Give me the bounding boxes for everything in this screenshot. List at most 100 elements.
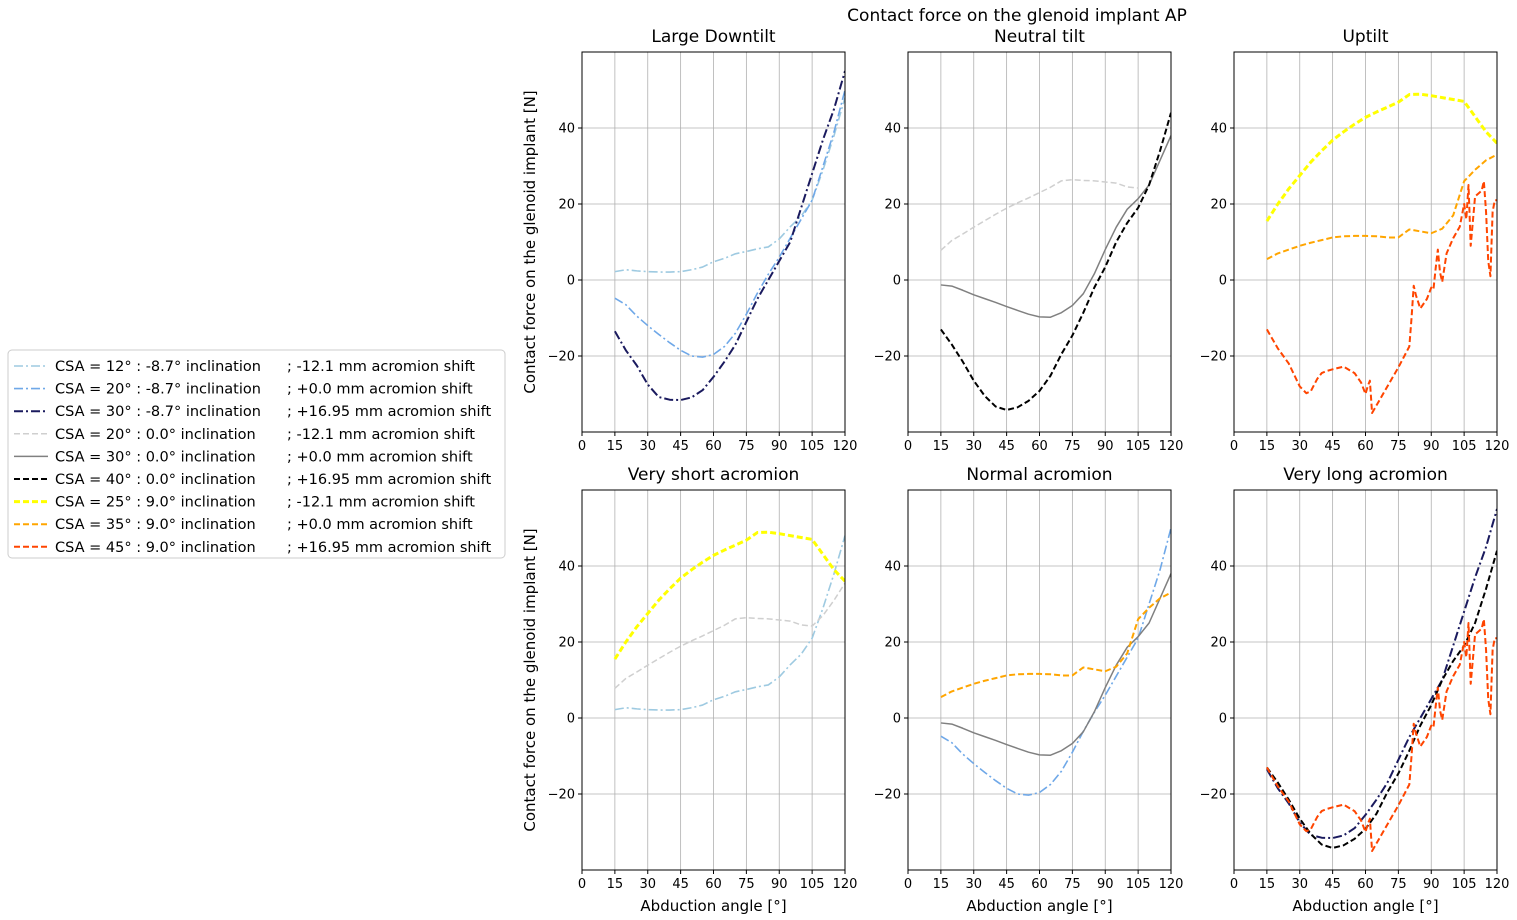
- x-tick-label: 30: [1291, 877, 1308, 892]
- y-tick-label: −20: [874, 788, 901, 803]
- x-tick-label: 75: [738, 877, 755, 892]
- series-line: [940, 178, 1139, 251]
- x-tick-label: 0: [904, 439, 912, 454]
- x-tick-label: 0: [578, 877, 586, 892]
- y-tick-label: 0: [893, 712, 901, 727]
- legend-frame: [7, 349, 506, 559]
- x-tick-label: 90: [1097, 877, 1114, 892]
- x-tick-label: 90: [771, 439, 788, 454]
- y-tick-label: 20: [558, 198, 575, 213]
- legend-csa-label: CSA = 30° : 0.0° inclination: [55, 449, 256, 465]
- series-line: [614, 97, 845, 273]
- legend-csa-label: CSA = 45° : 9.0° inclination: [55, 540, 256, 556]
- x-tick-label: 120: [833, 877, 858, 892]
- y-tick-label: 20: [558, 636, 575, 651]
- subplot-title: Very short acromion: [628, 465, 800, 485]
- x-tick-label: 15: [1259, 439, 1276, 454]
- y-tick-label: −20: [874, 350, 901, 365]
- subplot-title: Normal acromion: [966, 465, 1112, 485]
- subplot: Uptilt 0 15 30 45 60 75 90 105 120 −20 0 20 40: [1200, 27, 1510, 454]
- legend-entry: CSA = 12° : -8.7° inclination ; -12.1 mm …: [14, 359, 475, 375]
- subplot-title: Large Downtilt: [651, 27, 776, 47]
- x-tick-label: 75: [1064, 877, 1081, 892]
- x-axis-label: Abduction angle [°]: [966, 897, 1112, 915]
- subplot-title: Neutral tilt: [994, 27, 1085, 47]
- subplot: Very long acromion 0 15 30 45 60 75 90 105 120 −20…: [1200, 465, 1510, 915]
- x-tick-label: 0: [1230, 877, 1238, 892]
- x-tick-label: 30: [1291, 439, 1308, 454]
- x-tick-label: 30: [965, 439, 982, 454]
- series-line: [614, 535, 845, 711]
- y-tick-label: 0: [567, 274, 575, 289]
- y-tick-label: 0: [567, 712, 575, 727]
- x-tick-label: 120: [1485, 877, 1510, 892]
- x-tick-label: 60: [1357, 877, 1374, 892]
- series-line: [614, 89, 845, 358]
- subplot: Large Downtilt 0 15 30 45 60 75 90 105 120 −20 0 20 4…: [521, 27, 857, 454]
- legend-entry: CSA = 30° : 0.0° inclination ; +0.0 mm ac…: [14, 449, 473, 465]
- x-tick-label: 15: [933, 877, 950, 892]
- x-tick-label: 15: [607, 439, 624, 454]
- x-tick-label: 90: [1097, 439, 1114, 454]
- x-tick-label: 75: [738, 439, 755, 454]
- x-tick-label: 105: [1126, 439, 1151, 454]
- legend-shift-label: ; +16.95 mm acromion shift: [287, 404, 491, 420]
- x-tick-label: 60: [1031, 439, 1048, 454]
- series-line: [940, 112, 1171, 411]
- series-line: [1266, 618, 1497, 852]
- subplot-title: Uptilt: [1342, 27, 1388, 47]
- legend-csa-label: CSA = 25° : 9.0° inclination: [55, 495, 256, 511]
- legend-entry: CSA = 20° : -8.7° inclination ; +0.0 mm a…: [14, 382, 473, 398]
- series-line: [940, 591, 1171, 698]
- legend-csa-label: CSA = 30° : -8.7° inclination: [55, 404, 261, 420]
- y-tick-label: 40: [884, 122, 901, 137]
- legend-csa-label: CSA = 20° : -8.7° inclination: [55, 382, 261, 398]
- series-line: [1266, 180, 1497, 414]
- x-tick-label: 75: [1064, 439, 1081, 454]
- y-tick-label: 20: [884, 636, 901, 651]
- x-tick-label: 90: [1423, 877, 1440, 892]
- x-tick-label: 0: [1230, 439, 1238, 454]
- subplot: Very short acromion 0 15 30 45 60 75 90 105 120 −2…: [521, 465, 857, 915]
- y-tick-label: 0: [1219, 712, 1227, 727]
- x-tick-label: 15: [933, 439, 950, 454]
- legend-shift-label: ; -12.1 mm acromion shift: [287, 359, 475, 375]
- y-axis-label: Contact force on the glenoid implant [N]: [521, 528, 539, 831]
- legend-entry: CSA = 35° : 9.0° inclination ; +0.0 mm ac…: [14, 517, 473, 533]
- legend-csa-label: CSA = 35° : 9.0° inclination: [55, 517, 256, 533]
- series-line: [1266, 153, 1497, 260]
- y-tick-label: 40: [1210, 122, 1227, 137]
- legend-entry: CSA = 40° : 0.0° inclination ; +16.95 mm …: [14, 472, 491, 488]
- x-tick-label: 45: [672, 439, 689, 454]
- legend-csa-label: CSA = 12° : -8.7° inclination: [55, 359, 261, 375]
- y-tick-label: 40: [884, 560, 901, 575]
- x-tick-label: 120: [1159, 439, 1184, 454]
- series-line: [613, 530, 845, 660]
- x-tick-label: 90: [771, 877, 788, 892]
- x-tick-label: 105: [1452, 439, 1477, 454]
- x-tick-label: 105: [1452, 877, 1477, 892]
- y-tick-label: −20: [1200, 350, 1227, 365]
- subplot-grid: Large Downtilt 0 15 30 45 60 75 90 105 120 −20 0 20 4…: [521, 27, 1509, 915]
- x-tick-label: 45: [1324, 877, 1341, 892]
- legend-csa-label: CSA = 20° : 0.0° inclination: [55, 427, 256, 443]
- y-tick-label: 0: [1219, 274, 1227, 289]
- y-tick-label: 20: [884, 198, 901, 213]
- subplot: Normal acromion 0 15 30 45 60 75 90 105 120 −20 0 20…: [874, 465, 1184, 915]
- series-line: [940, 527, 1171, 796]
- series-line: [614, 70, 845, 402]
- legend-shift-label: ; +0.0 mm acromion shift: [287, 517, 473, 533]
- x-tick-label: 0: [578, 439, 586, 454]
- y-tick-label: −20: [548, 350, 575, 365]
- x-tick-label: 105: [800, 439, 825, 454]
- legend-shift-label: ; +16.95 mm acromion shift: [287, 472, 491, 488]
- x-tick-label: 75: [1390, 439, 1407, 454]
- x-tick-label: 60: [1357, 439, 1374, 454]
- x-tick-label: 120: [1485, 439, 1510, 454]
- x-tick-label: 45: [672, 877, 689, 892]
- x-tick-label: 120: [1159, 877, 1184, 892]
- x-tick-label: 45: [998, 439, 1015, 454]
- legend-entry: CSA = 45° : 9.0° inclination ; +16.95 mm …: [14, 540, 491, 556]
- x-tick-label: 0: [904, 877, 912, 892]
- series-line: [1266, 508, 1497, 840]
